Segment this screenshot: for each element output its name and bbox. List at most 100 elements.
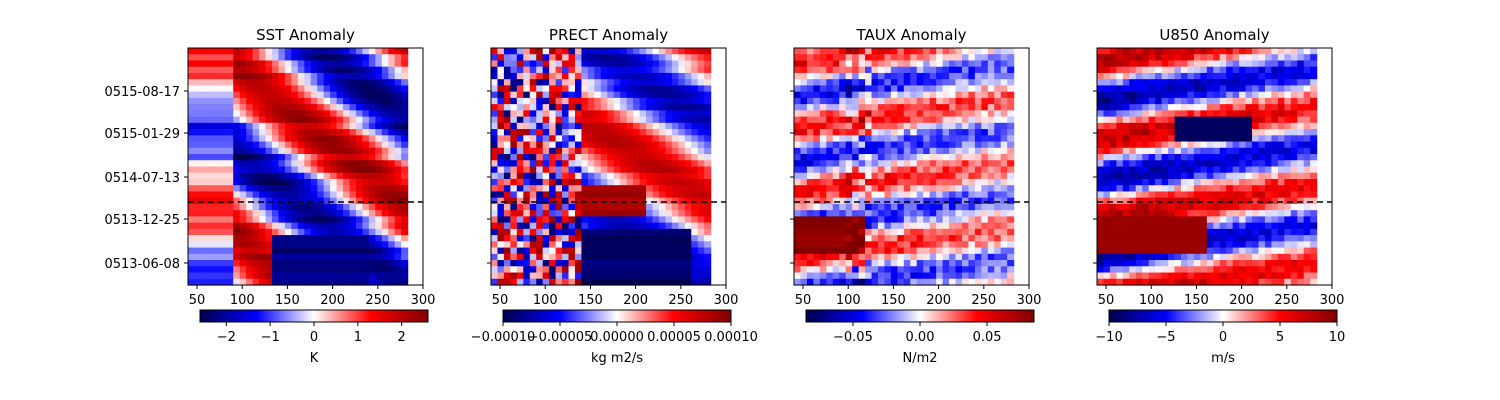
heatmap-cell bbox=[1161, 160, 1169, 168]
heatmap-cell bbox=[310, 48, 318, 55]
heatmap-cell bbox=[1155, 60, 1163, 68]
heatmap-cell bbox=[1193, 228, 1201, 236]
heatmap-cell bbox=[665, 172, 673, 180]
heatmap-cell bbox=[200, 222, 208, 230]
heatmap-cell bbox=[1007, 260, 1015, 267]
heatmap-cell bbox=[194, 72, 202, 80]
heatmap-cell bbox=[961, 116, 970, 124]
heatmap-cell bbox=[639, 253, 647, 261]
heatmap-cell bbox=[594, 241, 602, 249]
heatmap-cell bbox=[691, 272, 699, 280]
heatmap-cell bbox=[1000, 216, 1008, 224]
heatmap-cell bbox=[259, 197, 267, 205]
heatmap-cell bbox=[278, 72, 286, 80]
heatmap-cell bbox=[194, 97, 202, 105]
heatmap-cell bbox=[542, 104, 550, 111]
heatmap-cell bbox=[1174, 178, 1182, 186]
heatmap-cell bbox=[323, 160, 331, 168]
heatmap-cell bbox=[806, 172, 814, 180]
heatmap-cell bbox=[1135, 178, 1143, 186]
heatmap-cell bbox=[794, 228, 802, 236]
heatmap-cell bbox=[536, 203, 544, 211]
heatmap-cell bbox=[658, 247, 667, 255]
heatmap-cell bbox=[794, 235, 802, 242]
heatmap-cell bbox=[188, 203, 196, 211]
heatmap-cell bbox=[923, 154, 931, 161]
heatmap-cell bbox=[336, 60, 344, 68]
heatmap-cell bbox=[1226, 122, 1234, 130]
heatmap-cell bbox=[697, 241, 705, 249]
heatmap-cell bbox=[845, 97, 853, 105]
heatmap-cell bbox=[1277, 197, 1285, 205]
heatmap-cell bbox=[1303, 116, 1311, 124]
heatmap-cell bbox=[252, 116, 260, 124]
heatmap-cell bbox=[1097, 129, 1105, 136]
heatmap-cell bbox=[646, 141, 654, 149]
heatmap-cell bbox=[587, 54, 595, 62]
heatmap-cell bbox=[1200, 79, 1208, 87]
heatmap-cell bbox=[1007, 110, 1015, 118]
heatmap-cell bbox=[678, 172, 686, 180]
heatmap-cell bbox=[375, 191, 383, 199]
heatmap-cell bbox=[304, 166, 312, 174]
heatmap-cell bbox=[903, 147, 911, 155]
heatmap-cell bbox=[252, 216, 260, 224]
heatmap-cell bbox=[826, 172, 834, 180]
heatmap-cell bbox=[897, 247, 905, 255]
heatmap-cell bbox=[845, 129, 853, 136]
heatmap-cell bbox=[1000, 129, 1008, 136]
heatmap-cell bbox=[194, 197, 202, 205]
heatmap-cell bbox=[188, 241, 196, 249]
heatmap-cell bbox=[207, 266, 215, 274]
heatmap-cell bbox=[1103, 203, 1111, 211]
heatmap-cell bbox=[1155, 154, 1163, 161]
heatmap-cell bbox=[1264, 79, 1273, 87]
heatmap-cell bbox=[865, 228, 873, 236]
heatmap-cell bbox=[271, 48, 280, 55]
heatmap-cell bbox=[330, 216, 338, 224]
heatmap-cell bbox=[252, 197, 260, 205]
heatmap-cell bbox=[1284, 116, 1292, 124]
heatmap-cell bbox=[581, 172, 589, 180]
heatmap-cell bbox=[923, 178, 931, 186]
heatmap-cell bbox=[265, 266, 273, 274]
heatmap-cell bbox=[381, 104, 389, 111]
heatmap-cell bbox=[877, 241, 886, 249]
heatmap-cell bbox=[923, 228, 931, 236]
heatmap-cell bbox=[536, 278, 544, 286]
heatmap-cell bbox=[1103, 147, 1111, 155]
heatmap-cell bbox=[819, 172, 827, 180]
heatmap-cell bbox=[1264, 222, 1273, 230]
heatmap-cell bbox=[942, 266, 950, 274]
heatmap-cell bbox=[646, 135, 654, 143]
heatmap-cell bbox=[607, 203, 615, 211]
heatmap-cell bbox=[1187, 85, 1195, 93]
heatmap-cell bbox=[491, 266, 499, 274]
heatmap-cell bbox=[968, 172, 976, 180]
heatmap-cell bbox=[613, 247, 621, 255]
heatmap-cell bbox=[581, 241, 589, 249]
heatmap-cell bbox=[1116, 91, 1124, 99]
heatmap-cell bbox=[200, 247, 208, 255]
heatmap-cell bbox=[845, 278, 853, 286]
heatmap-cell bbox=[542, 260, 550, 267]
heatmap-cell bbox=[826, 197, 834, 205]
heatmap-cell bbox=[574, 228, 583, 236]
heatmap-cell bbox=[903, 278, 911, 286]
heatmap-cell bbox=[375, 72, 383, 80]
heatmap-cell bbox=[310, 172, 318, 180]
heatmap-cell bbox=[806, 135, 814, 143]
heatmap-cell bbox=[1219, 129, 1227, 136]
heatmap-cell bbox=[529, 222, 537, 230]
heatmap-cell bbox=[265, 60, 273, 68]
heatmap-cell bbox=[239, 104, 247, 111]
heatmap-cell bbox=[516, 154, 524, 161]
heatmap-cell bbox=[536, 253, 544, 261]
heatmap-cell bbox=[613, 228, 621, 236]
heatmap-cell bbox=[981, 241, 989, 249]
heatmap-cell bbox=[497, 116, 505, 124]
heatmap-cell bbox=[652, 141, 660, 149]
heatmap-cell bbox=[1193, 97, 1201, 105]
heatmap-cell bbox=[1129, 79, 1137, 87]
heatmap-cell bbox=[336, 54, 344, 62]
